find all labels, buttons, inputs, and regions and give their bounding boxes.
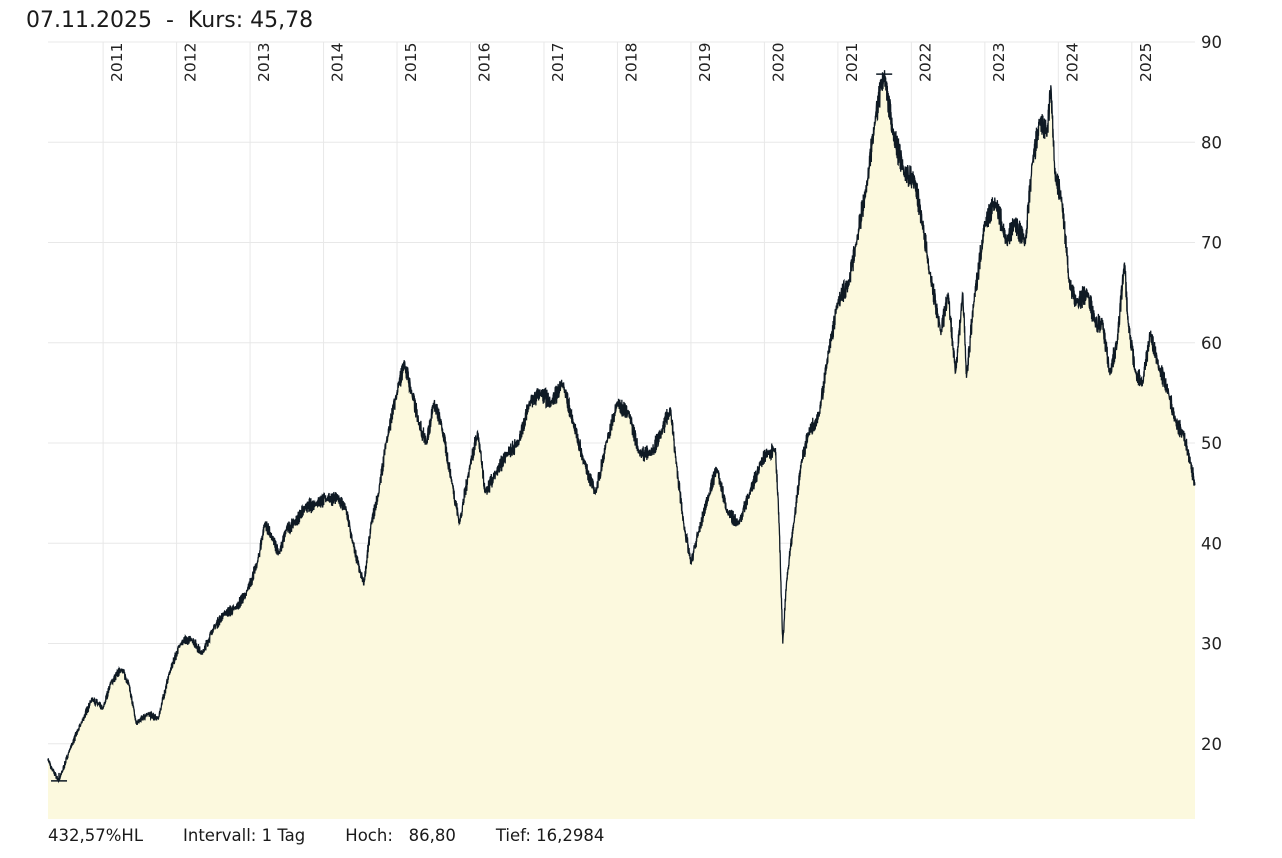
footer-high: Hoch: 86,80 [345, 826, 456, 845]
x-tick-2021: 2021 [843, 43, 861, 82]
x-tick-2012: 2012 [182, 43, 200, 82]
price-tick-labels: 20 30 40 50 60 70 80 90 [1201, 33, 1222, 754]
footer-interval: Intervall: 1 Tag [183, 826, 306, 845]
header-kurs-value: 45,78 [250, 8, 314, 33]
y-tick-30: 30 [1201, 635, 1222, 654]
y-tick-50: 50 [1201, 434, 1222, 453]
footer-low: Tief: 16,2984 [495, 826, 605, 845]
x-tick-2023: 2023 [990, 43, 1008, 82]
y-tick-90: 90 [1201, 33, 1222, 52]
x-tick-2011: 2011 [108, 43, 126, 82]
y-tick-70: 70 [1201, 234, 1222, 253]
x-tick-2019: 2019 [696, 43, 714, 82]
x-tick-2024: 2024 [1063, 43, 1081, 82]
x-tick-2017: 2017 [549, 43, 567, 82]
chart-footer: 432,57%HL Intervall: 1 Tag Hoch: 86,80 Tief… [48, 826, 644, 845]
x-tick-2015: 2015 [402, 43, 420, 82]
x-tick-2025: 2025 [1137, 43, 1155, 82]
y-tick-40: 40 [1201, 534, 1222, 553]
y-tick-80: 80 [1201, 133, 1222, 152]
header-kurs-label: Kurs: [187, 8, 244, 33]
header-date: 07.11.2025 [26, 8, 152, 33]
x-tick-2020: 2020 [769, 43, 787, 82]
x-tick-2018: 2018 [622, 43, 640, 82]
x-tick-2016: 2016 [476, 43, 494, 82]
price-line [47, 70, 1196, 784]
y-tick-60: 60 [1201, 334, 1222, 353]
x-tick-2014: 2014 [329, 43, 347, 82]
y-tick-20: 20 [1201, 735, 1222, 754]
price-area [48, 70, 1195, 819]
year-tick-labels: 2011 2012 2013 2014 2015 2016 2017 2018 2019 2020… [108, 43, 1155, 82]
x-tick-2013: 2013 [255, 43, 273, 82]
high-low-markers [51, 73, 893, 782]
chart-header: 07.11.2025 - Kurs: 45,78 [26, 8, 313, 33]
x-tick-2022: 2022 [916, 43, 934, 82]
footer-change: 432,57%HL [48, 826, 144, 845]
header-separator: - [165, 8, 174, 33]
